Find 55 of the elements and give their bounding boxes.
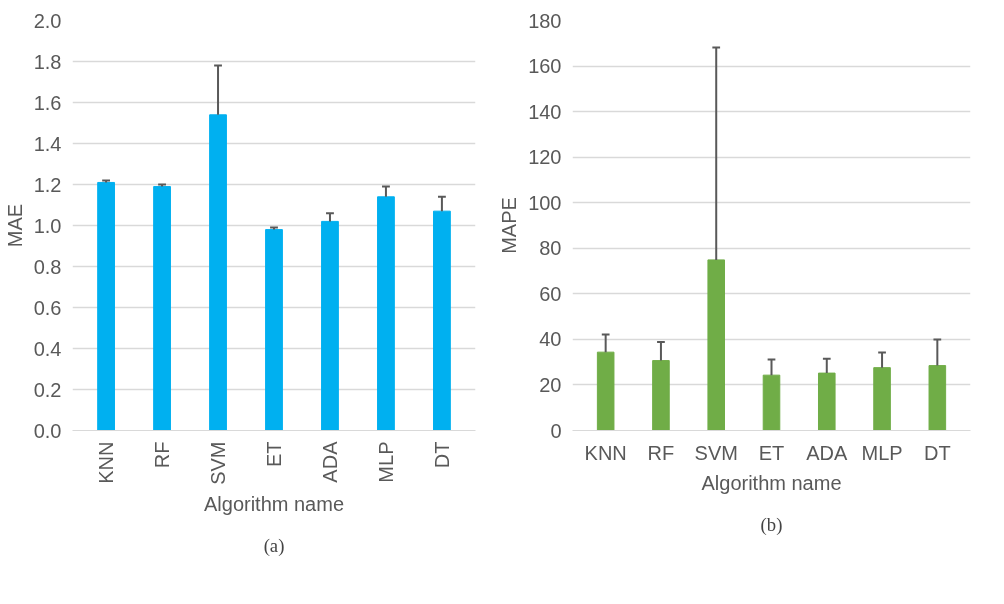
x-tick-label: ADA (806, 441, 848, 464)
y-tick-label: 1.0 (33, 214, 62, 237)
y-tick-label: 0.0 (33, 419, 62, 442)
bar (596, 351, 615, 431)
y-tick-label: 140 (528, 100, 562, 123)
x-tick-label: DT (924, 441, 951, 464)
y-tick-label: 0.4 (33, 337, 62, 360)
y-tick-label: 1.2 (33, 173, 62, 196)
y-tick-label: 1.8 (33, 50, 62, 73)
bar (153, 186, 171, 431)
bar (652, 360, 670, 431)
x-tick-label: ET (263, 441, 285, 468)
x-tick-label: SVM (207, 441, 230, 485)
x-tick-label: KNN (95, 441, 118, 484)
x-axis-title: Algorithm name (203, 492, 345, 515)
y-tick-label: 0.6 (33, 296, 62, 319)
bar (928, 365, 947, 431)
y-tick-label: 1.4 (33, 132, 62, 155)
y-tick-label: 1.6 (33, 91, 62, 114)
y-tick-label: 20 (539, 373, 562, 396)
text: (b) (760, 513, 783, 536)
bar (97, 181, 115, 431)
bar (762, 374, 781, 431)
x-tick-label: RF (647, 441, 675, 464)
y-tick-label: 0.2 (33, 378, 62, 401)
y-axis-title: MAE (3, 203, 26, 248)
x-tick-label: SVM (694, 441, 738, 464)
x-tick-label: ET (758, 441, 785, 464)
x-tick-label: MLP (374, 441, 397, 483)
y-tick-label: 0 (550, 419, 562, 442)
bar (265, 229, 283, 431)
y-axis-title: MAPE (498, 197, 521, 254)
x-tick-label: MLP (861, 441, 903, 464)
bar (873, 367, 891, 431)
x-tick-label: RF (151, 441, 174, 469)
x-tick-label: ADA (318, 440, 341, 483)
bar (377, 196, 395, 431)
y-tick-label: 2.0 (33, 9, 62, 32)
y-tick-label: 120 (528, 146, 562, 169)
y-tick-label: 60 (539, 282, 562, 305)
bar (707, 259, 726, 431)
x-tick-label: KNN (584, 441, 627, 464)
bar (433, 210, 451, 431)
y-tick-label: 80 (539, 237, 562, 260)
x-tick-label: DT (430, 441, 453, 469)
bar (817, 372, 836, 431)
y-tick-label: 160 (528, 55, 562, 78)
y-tick-label: 100 (528, 191, 562, 214)
y-tick-label: 40 (539, 328, 562, 351)
y-tick-label: 180 (528, 9, 562, 32)
x-axis-title: Algorithm name (701, 471, 842, 494)
text: (a) (263, 534, 285, 557)
y-tick-label: 0.8 (33, 255, 62, 278)
bar (209, 114, 227, 431)
bar (321, 220, 339, 431)
